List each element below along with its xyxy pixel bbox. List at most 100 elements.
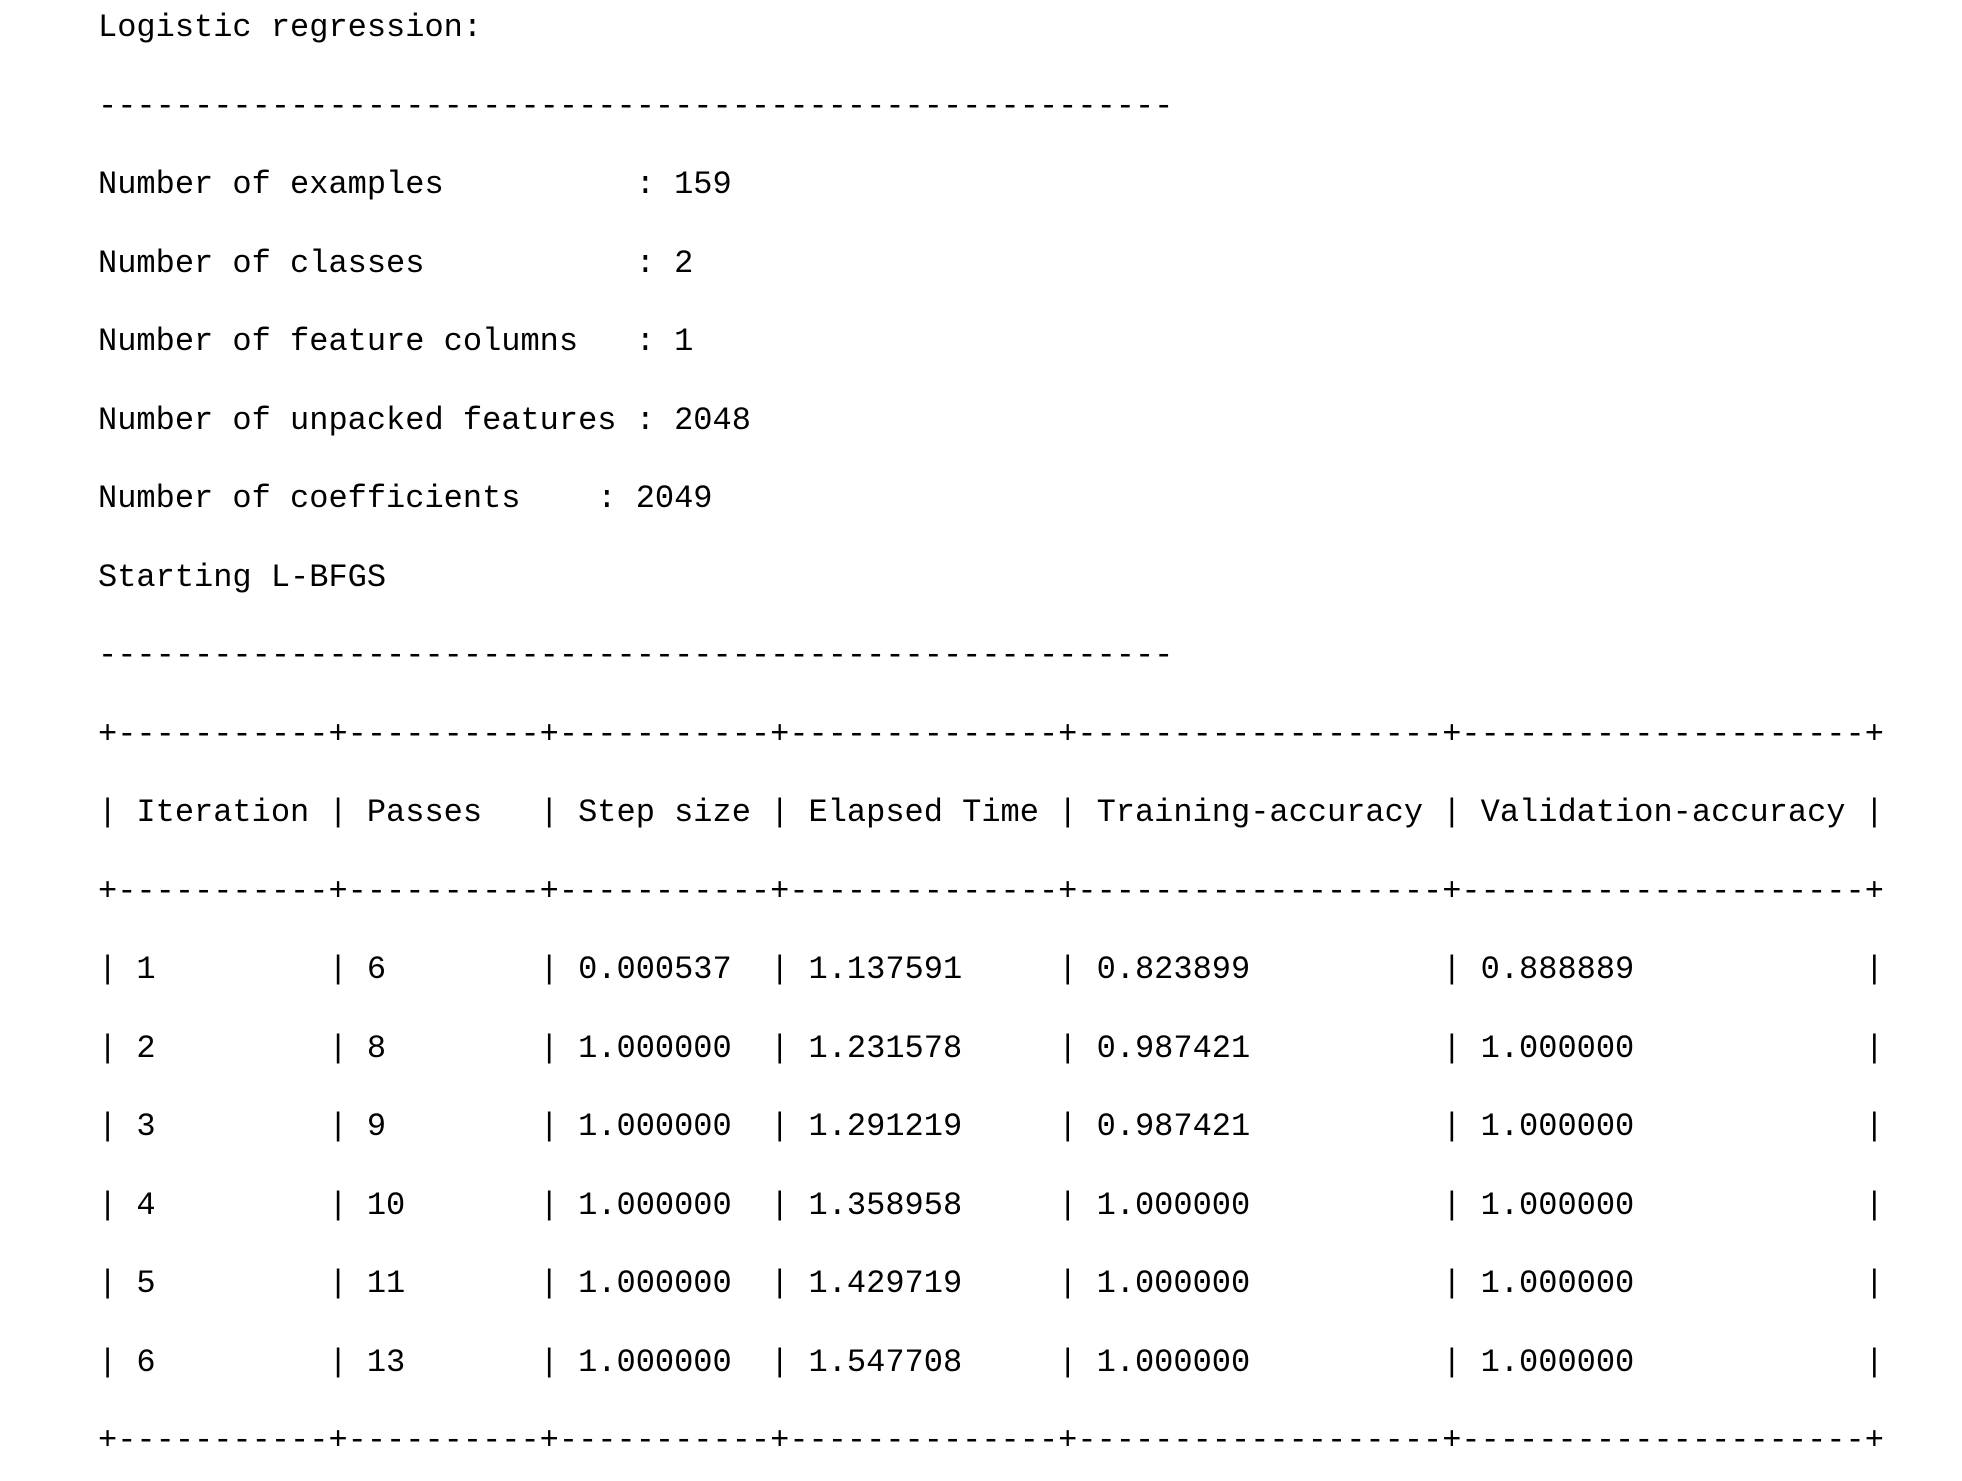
- stat-classes: Number of classes : 2: [98, 244, 694, 282]
- table-row: | 5 | 11 | 1.000000 | 1.429719 | 1.000000 | 1.00000…: [98, 1245, 1884, 1324]
- table-cell: 1.000000: [1480, 1343, 1635, 1381]
- column-header: Validation-accuracy: [1480, 794, 1846, 831]
- column-separator: |: [1442, 1265, 1462, 1302]
- column-separator: |: [98, 1108, 118, 1145]
- column-separator: |: [98, 794, 118, 831]
- column-separator: |: [1864, 794, 1884, 831]
- table-cell: 1.000000: [1096, 1343, 1251, 1381]
- output-title: Logistic regression:: [98, 9, 483, 46]
- table-header: | Iteration | Passes | Step size | Elapsed Time…: [98, 774, 1884, 853]
- column-separator: |: [539, 794, 559, 831]
- table-cell: 1.000000: [1480, 1186, 1635, 1224]
- column-separator: |: [1864, 1029, 1884, 1067]
- stat-coefficients: Number of coefficients : 2049: [98, 480, 713, 517]
- column-separator: |: [1442, 1343, 1462, 1381]
- table-cell: 0.987421: [1096, 1029, 1251, 1067]
- table-cell: 4: [136, 1186, 156, 1224]
- table-cell: 10: [366, 1186, 406, 1224]
- column-separator: |: [1864, 1186, 1884, 1224]
- column-separator: |: [328, 1029, 348, 1067]
- column-header: Training-accuracy: [1096, 794, 1424, 831]
- table-cell: 1.000000: [1096, 1265, 1251, 1302]
- column-separator: |: [1442, 794, 1462, 831]
- table-cell: 6: [366, 951, 387, 988]
- table-cell: 3: [136, 1108, 156, 1145]
- column-separator: |: [98, 1343, 118, 1381]
- column-separator: |: [1058, 1108, 1078, 1145]
- table-cell: 1.000000: [1096, 1186, 1251, 1224]
- table-cell: 1.429719: [808, 1265, 963, 1302]
- table-cell: 5: [136, 1265, 156, 1302]
- table-cell: 0.823899: [1096, 951, 1251, 988]
- table-cell: 11: [366, 1265, 406, 1302]
- column-header: Iteration: [136, 794, 310, 831]
- table-cell: 0.000537: [578, 951, 732, 988]
- column-separator: |: [98, 1265, 118, 1302]
- divider: ----------------------------------------…: [98, 637, 1174, 674]
- table-cell: 1.000000: [1480, 1029, 1635, 1067]
- column-separator: |: [1442, 1108, 1462, 1145]
- column-separator: |: [1864, 1108, 1884, 1145]
- column-separator: |: [770, 1029, 790, 1067]
- column-separator: |: [1442, 951, 1462, 988]
- column-separator: |: [539, 1186, 559, 1224]
- console-output: Logistic regression: -------------------…: [98, 0, 1884, 1481]
- column-separator: |: [1058, 951, 1078, 988]
- table-cell: 0.987421: [1096, 1108, 1251, 1145]
- column-separator: |: [770, 1343, 790, 1381]
- column-separator: |: [539, 1265, 559, 1302]
- table-cell: 13: [366, 1343, 406, 1381]
- column-separator: |: [328, 1186, 348, 1224]
- column-separator: |: [1058, 1029, 1078, 1067]
- table-cell: 2: [136, 1029, 156, 1067]
- stat-unpacked-features: Number of unpacked features : 2048: [98, 401, 751, 439]
- table-cell: 0.888889: [1480, 951, 1635, 988]
- table-cell: 1.000000: [1480, 1265, 1635, 1302]
- column-separator: |: [1442, 1186, 1462, 1224]
- divider: ----------------------------------------…: [98, 87, 1174, 125]
- table-row: | 6 | 13 | 1.000000 | 1.547708 | 1.000000 | 1.00000…: [98, 1324, 1884, 1403]
- column-separator: |: [770, 1186, 790, 1224]
- column-separator: |: [770, 794, 790, 831]
- column-separator: |: [770, 1265, 790, 1302]
- table-row: | 1 | 6 | 0.000537 | 1.137591 | 0.823899 | 0.888889…: [98, 931, 1884, 1010]
- table-cell: 1: [136, 951, 156, 988]
- column-separator: |: [539, 1343, 559, 1381]
- column-separator: |: [328, 1108, 348, 1145]
- column-separator: |: [328, 794, 348, 831]
- stat-examples: Number of examples : 159: [98, 166, 732, 203]
- table-cell: 6: [136, 1343, 156, 1381]
- table-row: | 3 | 9 | 1.000000 | 1.291219 | 0.987421 | 1.000000…: [98, 1088, 1884, 1167]
- table-row: | 2 | 8 | 1.000000 | 1.231578 | 0.987421 | 1.000000…: [98, 1010, 1884, 1089]
- column-separator: |: [328, 1265, 348, 1302]
- table-cell: 1.358958: [808, 1186, 963, 1224]
- table-cell: 1.547708: [808, 1343, 963, 1381]
- column-separator: |: [770, 1108, 790, 1145]
- table-row: | 4 | 10 | 1.000000 | 1.358958 | 1.000000 | 1.00000…: [98, 1167, 1884, 1246]
- progress-table: +-----------+----------+-----------+----…: [98, 696, 1884, 1481]
- column-separator: |: [770, 951, 790, 988]
- table-cell: 1.000000: [578, 1343, 732, 1381]
- column-separator: |: [1058, 1265, 1078, 1302]
- status-line: Starting L-BFGS: [98, 558, 387, 596]
- table-cell: 1.000000: [578, 1029, 732, 1067]
- table-cell: 1.000000: [578, 1265, 732, 1302]
- column-header: Step size: [578, 794, 751, 831]
- table-cell: 1.137591: [808, 951, 963, 988]
- column-separator: |: [1864, 951, 1884, 988]
- column-separator: |: [328, 1343, 348, 1381]
- column-separator: |: [539, 951, 559, 988]
- column-separator: |: [1442, 1029, 1462, 1067]
- column-separator: |: [1864, 1265, 1884, 1302]
- table-cell: 1.000000: [578, 1108, 732, 1145]
- column-separator: |: [98, 1186, 118, 1224]
- table-cell: 8: [366, 1029, 387, 1067]
- table-border: +-----------+----------+-----------+----…: [98, 872, 1884, 910]
- table-border: +-----------+----------+-----------+----…: [98, 715, 1884, 753]
- column-separator: |: [98, 1029, 118, 1067]
- table-cell: 1.000000: [578, 1186, 732, 1224]
- column-separator: |: [1864, 1343, 1884, 1381]
- stat-feature-columns: Number of feature columns : 1: [98, 323, 694, 360]
- table-cell: 1.231578: [808, 1029, 963, 1067]
- table-cell: 1.000000: [1480, 1108, 1635, 1145]
